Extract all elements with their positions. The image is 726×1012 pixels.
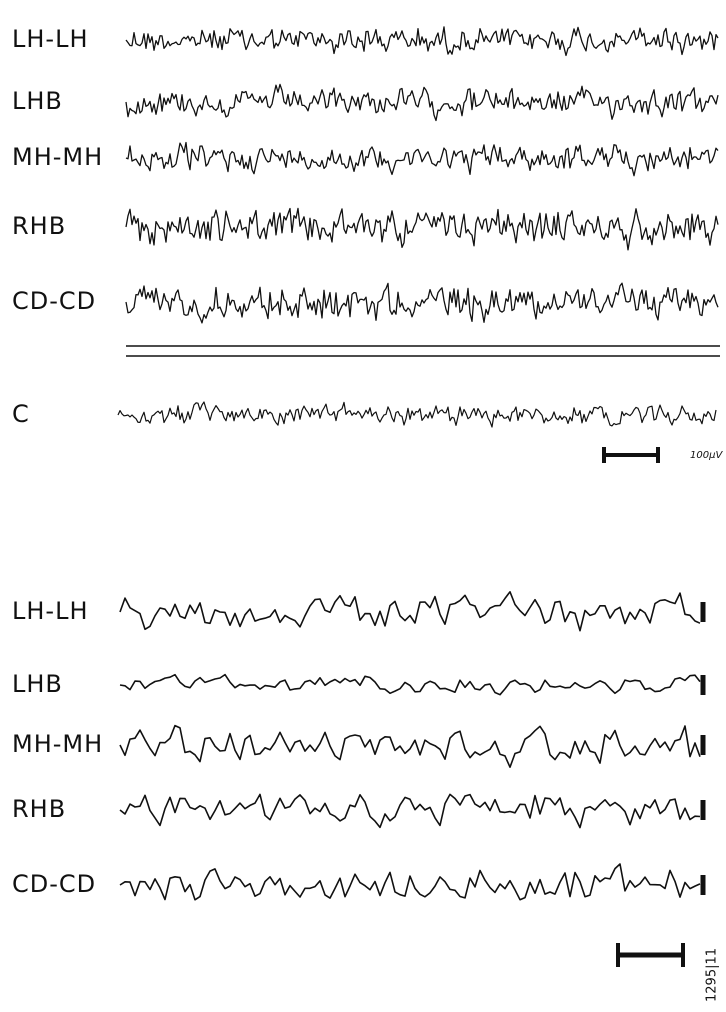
channel-label: MH-MH xyxy=(12,730,103,758)
channel-label: CD-CD xyxy=(12,870,96,898)
eeg-trace xyxy=(125,207,719,251)
channel-label: RHB xyxy=(12,212,66,240)
eeg-trace xyxy=(125,83,719,122)
eeg-trace xyxy=(119,863,701,901)
time-scale-bar xyxy=(602,447,660,463)
channel-label: LHB xyxy=(12,87,63,115)
eeg-trace xyxy=(125,26,719,57)
time-scale-bar xyxy=(616,943,685,967)
eeg-trace xyxy=(125,141,719,177)
figure-id: 1295|11 xyxy=(705,948,720,1002)
eeg-trace xyxy=(119,591,701,632)
eeg-trace xyxy=(119,724,701,768)
channel-label: C xyxy=(12,400,30,428)
channel-label: LHB xyxy=(12,670,63,698)
eeg-trace xyxy=(125,282,719,324)
channel-label: RHB xyxy=(12,795,66,823)
channel-label: LH-LH xyxy=(12,597,89,625)
channel-label: LH-LH xyxy=(12,25,89,53)
eeg-trace xyxy=(119,793,701,829)
eeg-trace xyxy=(119,673,701,696)
channel-label: CD-CD xyxy=(12,287,96,315)
calibration-label: 100μV xyxy=(690,450,723,461)
channel-label: MH-MH xyxy=(12,143,103,171)
eeg-trace xyxy=(117,401,717,428)
